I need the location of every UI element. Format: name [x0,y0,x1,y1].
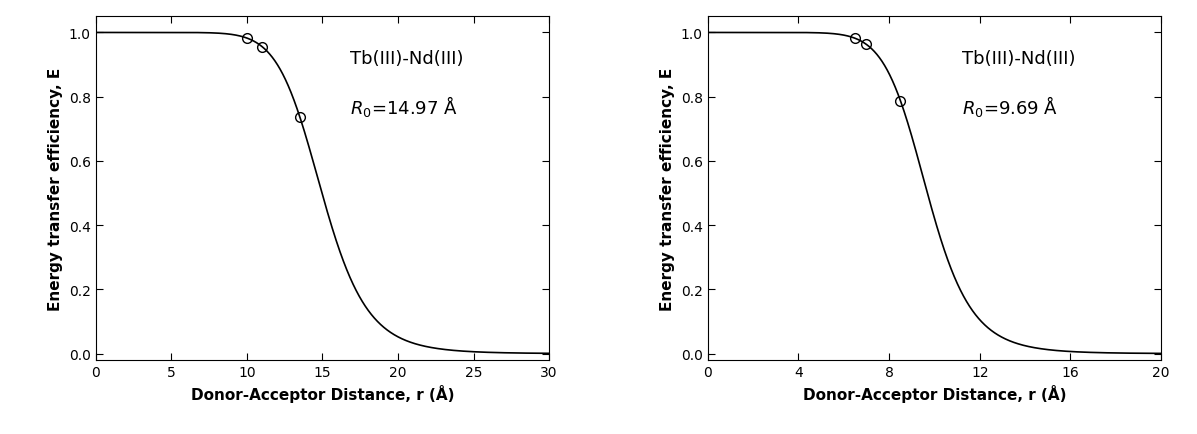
X-axis label: Donor-Acceptor Distance, r (Å): Donor-Acceptor Distance, r (Å) [803,385,1067,403]
Text: Tb(III)-Nd(III): Tb(III)-Nd(III) [961,49,1075,67]
Text: Tb(III)-Nd(III): Tb(III)-Nd(III) [350,49,463,67]
Text: $R_0$=14.97 Å: $R_0$=14.97 Å [350,94,457,119]
Y-axis label: Energy transfer efficiency, E: Energy transfer efficiency, E [48,67,63,310]
Text: $R_0$=9.69 Å: $R_0$=9.69 Å [961,94,1058,119]
X-axis label: Donor-Acceptor Distance, r (Å): Donor-Acceptor Distance, r (Å) [190,385,454,403]
Y-axis label: Energy transfer efficiency, E: Energy transfer efficiency, E [661,67,675,310]
